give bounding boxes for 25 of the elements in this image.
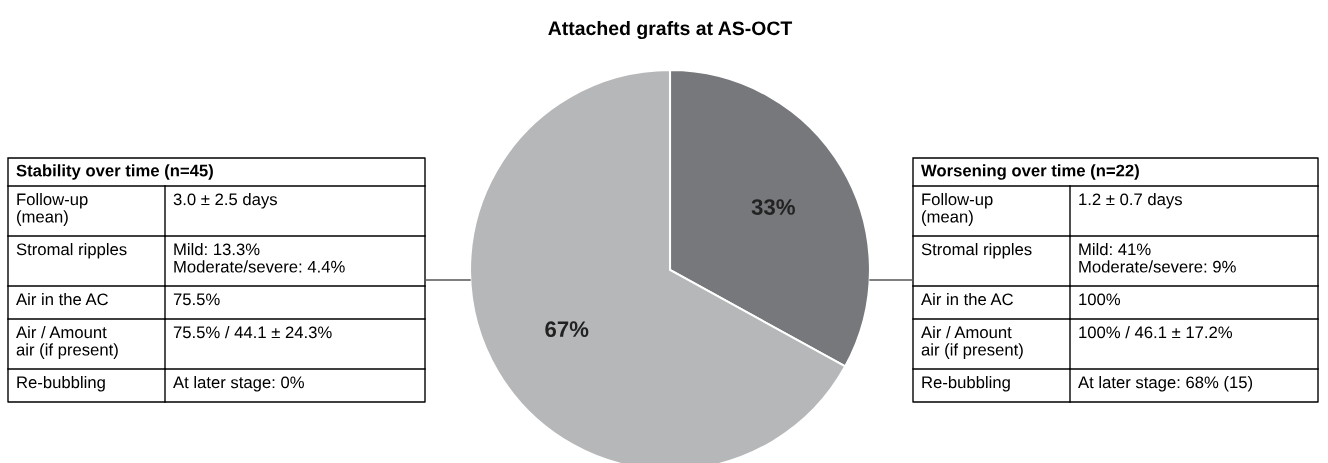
- text: Follow-up (mean): [922, 193, 993, 226]
- data-label: 33%: [751, 199, 795, 215]
- text: Re-bubbling: [922, 376, 1010, 392]
- text: At later stage: 0%: [173, 376, 304, 392]
- text: 100% / 46.1 ± 17.2%: [1079, 326, 1233, 339]
- text: Air / Amount air (if present): [16, 326, 118, 359]
- text: Mild: 13.3% Moderate/severe: 4.4%: [174, 243, 345, 273]
- text: Air in the AC: [921, 293, 1013, 306]
- text: 75.5%: [173, 293, 220, 306]
- text: Re-bubbling: [17, 376, 105, 392]
- text: 1.2 ± 0.7 days: [1079, 193, 1182, 209]
- text: 100%: [1079, 293, 1121, 306]
- text: 3.0 ± 2.5 days: [173, 193, 277, 209]
- text: Stromal ripples: [16, 243, 127, 259]
- text: Worsening over time (n=22): [921, 164, 1139, 180]
- text: Follow-up (mean): [17, 193, 88, 226]
- text: Air in the AC: [16, 293, 108, 306]
- text: Air / Amount air (if present): [921, 326, 1023, 359]
- chart-title: Attached grafts at AS-OCT: [548, 20, 793, 40]
- text: Mild: 41% Moderate/severe: 9%: [1079, 243, 1236, 273]
- text: At later stage: 68% (15): [1078, 376, 1253, 392]
- text: Stromal ripples: [921, 243, 1032, 259]
- text: Stability over time (n=45): [16, 164, 213, 180]
- data-label: 67%: [545, 321, 589, 338]
- text: 75.5% / 44.1 ± 24.3%: [173, 326, 332, 339]
